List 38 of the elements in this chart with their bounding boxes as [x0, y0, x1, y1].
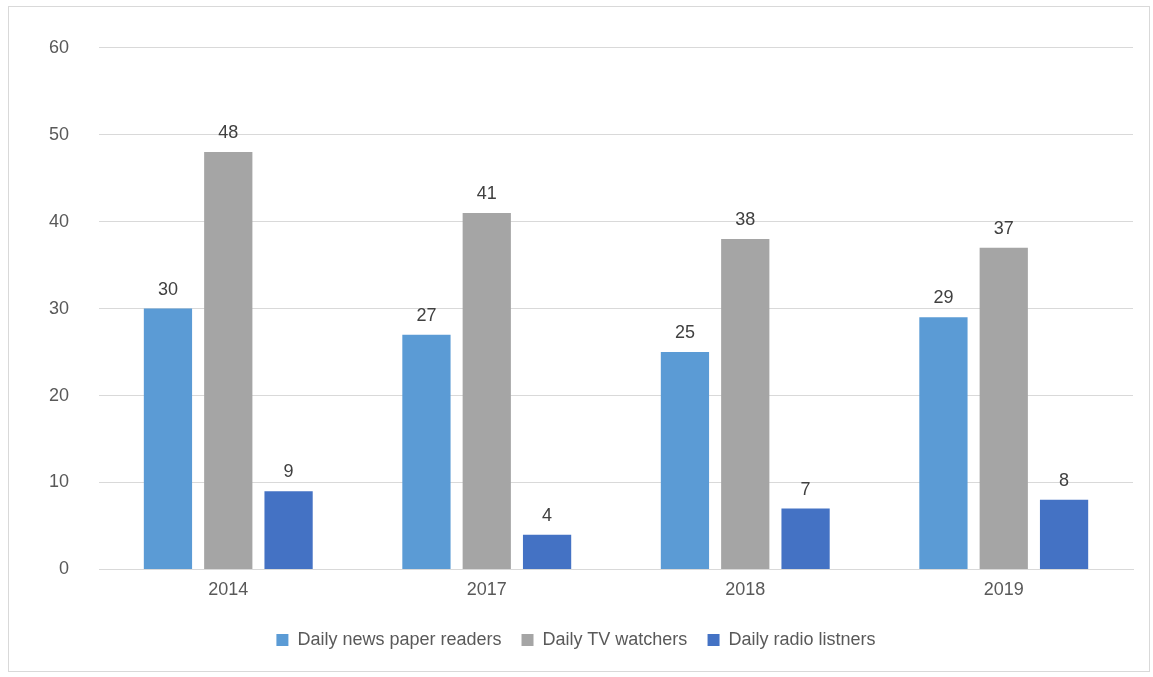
y-tick-label: 60 — [48, 36, 70, 57]
data-label: 29 — [933, 287, 954, 308]
data-label: 41 — [476, 182, 497, 203]
bar — [1039, 499, 1089, 569]
data-label: 8 — [1059, 469, 1070, 490]
y-tick-label: 10 — [48, 471, 70, 492]
data-label: 25 — [674, 322, 695, 343]
bar — [919, 317, 968, 569]
data-label: 4 — [542, 504, 553, 525]
x-tick-label: 2017 — [466, 579, 507, 600]
bar — [204, 152, 253, 569]
bar — [660, 352, 710, 569]
bar — [143, 308, 193, 569]
data-label: 37 — [993, 217, 1014, 238]
bar — [264, 491, 313, 569]
data-label: 38 — [735, 209, 756, 230]
y-tick-label: 20 — [48, 384, 70, 405]
x-tick-label: 2018 — [725, 579, 766, 600]
legend-label: Daily TV watchers — [542, 628, 688, 649]
bar — [522, 534, 572, 569]
y-tick-label: 40 — [48, 210, 70, 231]
bar — [402, 334, 451, 569]
data-label: 48 — [218, 122, 239, 143]
bar — [781, 508, 830, 569]
data-label: 30 — [157, 278, 178, 299]
legend-label: Daily radio listners — [728, 628, 876, 649]
x-tick-label: 2019 — [983, 579, 1024, 600]
legend-label: Daily news paper readers — [297, 628, 502, 649]
y-tick-label: 30 — [48, 297, 70, 318]
data-label: 9 — [283, 461, 294, 482]
bar — [462, 212, 511, 569]
bar — [721, 239, 770, 569]
data-label: 27 — [416, 304, 437, 325]
bar — [979, 247, 1028, 569]
y-tick-label: 0 — [59, 558, 70, 579]
data-label: 7 — [800, 478, 811, 499]
y-tick-label: 50 — [48, 123, 70, 144]
x-tick-label: 2014 — [208, 579, 249, 600]
